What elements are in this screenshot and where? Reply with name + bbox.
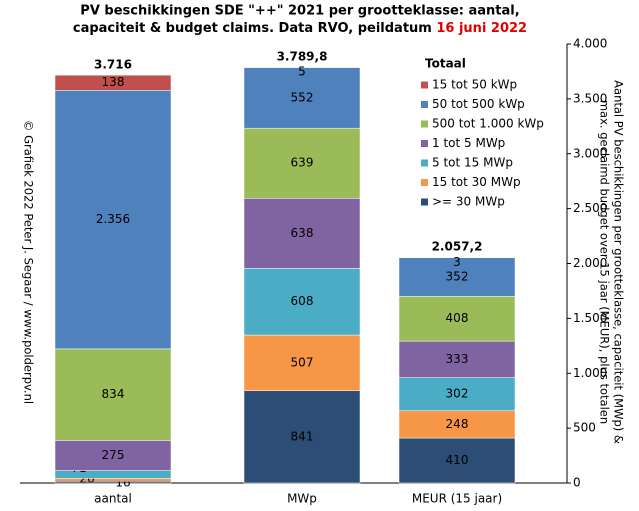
legend-label: >= 30 MWp [432, 195, 505, 209]
bar-segment [243, 198, 361, 269]
legend-label: 1 tot 5 MWp [432, 136, 505, 150]
legend-label: 500 tot 1.000 kWp [432, 117, 544, 131]
x-tick-label: MWp [287, 492, 317, 506]
bar-segment [398, 377, 516, 412]
legend-title: Totaal [425, 57, 466, 71]
bar-segment [398, 340, 516, 378]
data-label: 834 [102, 387, 125, 401]
chart-title: capaciteit & budget claims. Data RVO, pe… [73, 21, 527, 36]
bar-segment [243, 66, 361, 68]
data-label: 138 [102, 75, 125, 89]
y-tick-label: 2.000 [573, 256, 607, 270]
bar-segment [54, 74, 172, 91]
bar-segment [398, 437, 516, 484]
data-label: 608 [291, 294, 314, 308]
total-label: 3.789,8 [277, 50, 328, 64]
legend-swatch [421, 198, 428, 206]
data-label: 275 [102, 448, 125, 462]
bar-segment [54, 90, 172, 350]
bar-segment [243, 67, 361, 129]
data-label: 841 [291, 429, 314, 443]
y-tick-label: 1.000 [573, 366, 607, 380]
y-axis-label: Aantal PV beschikkingen per grootteklass… [612, 80, 626, 444]
legend-swatch [421, 179, 428, 186]
chart-title: PV beschikkingen SDE "++" 2021 per groot… [80, 4, 519, 19]
legend-swatch [421, 120, 428, 128]
bar-segment [398, 296, 516, 342]
bar-segment [243, 390, 361, 484]
bar-segment [243, 334, 361, 391]
data-label: 248 [446, 417, 469, 431]
legend-label: 5 tot 15 MWp [432, 156, 513, 170]
data-label: 552 [291, 90, 314, 104]
bar-segment [243, 268, 361, 336]
y-tick-label: 2.500 [573, 201, 607, 215]
data-label: 352 [446, 269, 469, 283]
data-label: 507 [291, 355, 314, 369]
data-label: 408 [446, 311, 469, 325]
x-tick-label: MEUR (15 jaar) [412, 492, 502, 506]
x-tick-label: aantal [94, 492, 132, 506]
y-tick-label: 0 [573, 476, 581, 490]
y-tick-label: 3.000 [573, 146, 607, 160]
total-label: 2.057,2 [432, 240, 483, 254]
data-label: 5 [298, 65, 306, 79]
bar-segment [54, 480, 172, 484]
data-label: 638 [291, 226, 314, 240]
chart-title: capaciteit & budget claims. Data RVO, pe… [73, 21, 436, 36]
legend-swatch [421, 101, 428, 108]
bar-segment [54, 440, 172, 471]
bar-segment [54, 478, 172, 482]
bar-segment [54, 348, 172, 441]
data-label: 3 [453, 255, 461, 269]
legend-label: 50 tot 500 kWp [432, 97, 525, 111]
legend-swatch [421, 159, 428, 167]
data-label: 410 [446, 453, 469, 467]
legend-label: 15 tot 30 MWp [432, 175, 521, 189]
data-label: 302 [446, 387, 469, 401]
bar-segment [243, 127, 361, 199]
bar-segment [398, 257, 516, 297]
data-label: 2.356 [96, 212, 130, 226]
data-label: 333 [446, 352, 469, 366]
y-tick-label: 500 [573, 421, 596, 435]
total-label: 3.716 [94, 58, 132, 72]
legend-swatch [421, 140, 428, 147]
watermark: © Grafiek 2022 Peter J. Segaar / www.pol… [22, 120, 36, 404]
y-tick-label: 4.000 [573, 37, 607, 51]
title-date: 16 juni 2022 [436, 21, 527, 36]
y-tick-label: 3.500 [573, 91, 607, 105]
y-axis-label: max. geclaimd budget over 15 jaar (MEUR)… [598, 100, 612, 424]
y-tick-label: 1.500 [573, 311, 607, 325]
legend-swatch [421, 81, 428, 89]
data-label: 639 [291, 156, 314, 170]
legend-label: 15 tot 50 kWp [432, 78, 517, 92]
